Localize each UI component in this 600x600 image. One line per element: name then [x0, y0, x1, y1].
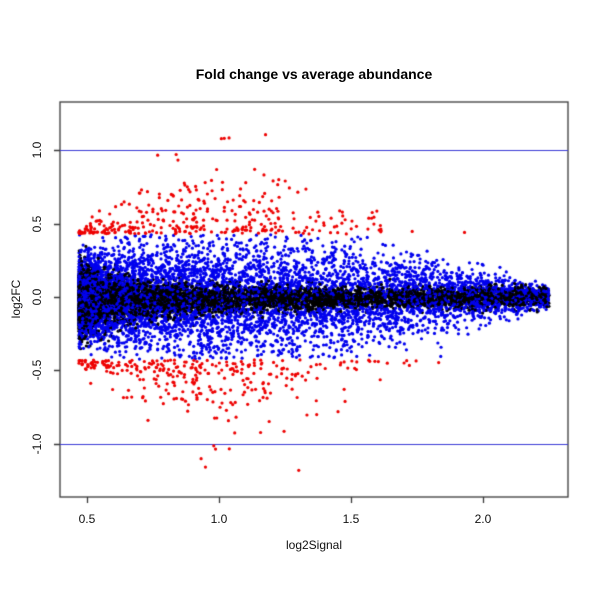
- x-axis-label: log2Signal: [285, 538, 343, 552]
- x-tick-label: 1.0: [210, 512, 228, 526]
- y-tick-label: -0.5: [30, 359, 44, 381]
- x-tick-label: 1.5: [342, 512, 360, 526]
- x-tick-label: 2.0: [474, 512, 492, 526]
- chart-title: Fold change vs average abundance: [195, 66, 433, 82]
- y-tick-label: 1.0: [30, 142, 44, 159]
- y-tick-label: 0.0: [30, 288, 44, 306]
- y-tick-label: -1.0: [30, 433, 44, 454]
- y-axis-label: log2FC: [9, 279, 23, 319]
- y-tick-label: 0.5: [30, 215, 44, 232]
- x-tick-label: 0.5: [78, 512, 96, 526]
